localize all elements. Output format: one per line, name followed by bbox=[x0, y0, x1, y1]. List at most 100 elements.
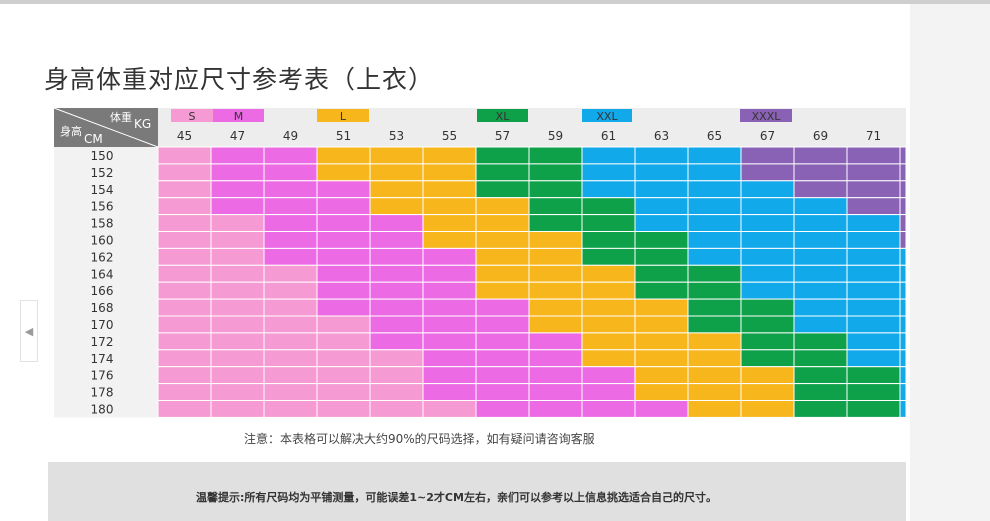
corner-height-unit: CM bbox=[84, 132, 103, 146]
size-cell bbox=[316, 366, 371, 385]
size-cell bbox=[210, 383, 265, 402]
size-cell bbox=[581, 400, 636, 418]
size-cell bbox=[793, 281, 848, 300]
chevron-left-icon: ◀ bbox=[24, 324, 34, 338]
size-cell bbox=[528, 180, 583, 199]
size-cell bbox=[581, 349, 636, 368]
size-cell bbox=[740, 231, 795, 249]
size-cell bbox=[687, 366, 742, 385]
size-cell bbox=[740, 163, 795, 182]
size-cell bbox=[634, 231, 689, 249]
height-label: 158 bbox=[91, 217, 114, 231]
weight-label: 49 bbox=[283, 129, 298, 143]
size-cell bbox=[475, 180, 530, 199]
size-cell bbox=[369, 231, 424, 249]
size-cell bbox=[687, 298, 742, 317]
size-cell bbox=[369, 281, 424, 300]
size-cell bbox=[528, 332, 583, 351]
size-cell bbox=[687, 349, 742, 368]
size-cell bbox=[263, 298, 318, 317]
size-cell bbox=[793, 315, 848, 334]
size-legend-swatch-l bbox=[317, 109, 369, 122]
size-cell bbox=[157, 349, 212, 368]
height-label: 156 bbox=[91, 200, 114, 214]
size-cell bbox=[634, 247, 689, 266]
corner-height-label: 身高 bbox=[60, 124, 82, 138]
size-cell bbox=[740, 197, 795, 216]
size-cell bbox=[475, 332, 530, 351]
height-label: 160 bbox=[91, 234, 114, 248]
size-cell bbox=[157, 332, 212, 351]
height-label: 176 bbox=[91, 369, 114, 383]
size-cell bbox=[581, 315, 636, 334]
size-cell bbox=[634, 197, 689, 216]
weight-label: 45 bbox=[177, 129, 192, 143]
prev-arrow-button[interactable]: ◀ bbox=[20, 300, 38, 362]
size-cell bbox=[740, 264, 795, 283]
height-label: 154 bbox=[91, 183, 114, 197]
size-cell bbox=[316, 247, 371, 266]
size-cell bbox=[846, 383, 901, 402]
size-cell bbox=[793, 366, 848, 385]
size-cell bbox=[316, 231, 371, 249]
height-label: 172 bbox=[91, 335, 114, 349]
weight-label: 63 bbox=[654, 129, 669, 143]
size-cell bbox=[316, 197, 371, 216]
size-cell bbox=[263, 264, 318, 283]
weight-label: 53 bbox=[389, 129, 404, 143]
size-cell bbox=[581, 214, 636, 233]
size-cell bbox=[263, 214, 318, 233]
size-cell bbox=[157, 264, 212, 283]
note-text: 注意：本表格可以解决大约90%的尺码选择，如有疑问请咨询客服 bbox=[244, 432, 595, 446]
size-cell bbox=[422, 247, 477, 266]
size-cell bbox=[475, 400, 530, 418]
size-cell bbox=[687, 332, 742, 351]
size-cell bbox=[899, 332, 907, 351]
size-legend-swatch-m bbox=[213, 109, 264, 122]
size-cell bbox=[846, 247, 901, 266]
tip-text: 温馨提示:所有尺码均为平铺测量，可能误差1~2才CM左右，亲们可以参考以上信息挑… bbox=[196, 491, 717, 504]
size-cell bbox=[740, 298, 795, 317]
size-cell bbox=[581, 146, 636, 165]
corner-weight-label: 体重 bbox=[110, 110, 132, 124]
size-cell bbox=[528, 197, 583, 216]
size-cell bbox=[369, 332, 424, 351]
size-cell bbox=[263, 197, 318, 216]
size-cell bbox=[157, 231, 212, 249]
size-cell bbox=[263, 315, 318, 334]
size-cell bbox=[157, 197, 212, 216]
size-cell bbox=[528, 231, 583, 249]
size-cell bbox=[475, 247, 530, 266]
height-label: 170 bbox=[91, 318, 114, 332]
size-cell bbox=[793, 163, 848, 182]
size-cell bbox=[846, 146, 901, 165]
size-cell bbox=[528, 281, 583, 300]
size-cell bbox=[846, 349, 901, 368]
top-band bbox=[0, 0, 990, 4]
size-cell bbox=[316, 264, 371, 283]
size-cell bbox=[846, 298, 901, 317]
size-cell bbox=[528, 400, 583, 418]
size-cell bbox=[899, 366, 907, 385]
weight-label: 47 bbox=[230, 129, 245, 143]
size-cell bbox=[899, 264, 907, 283]
size-cell bbox=[475, 349, 530, 368]
size-cell bbox=[475, 281, 530, 300]
size-cell bbox=[157, 214, 212, 233]
size-cell bbox=[369, 264, 424, 283]
size-cell bbox=[210, 231, 265, 249]
weight-label: 71 bbox=[866, 129, 881, 143]
size-cell bbox=[157, 163, 212, 182]
size-cell bbox=[634, 163, 689, 182]
size-cell bbox=[634, 214, 689, 233]
size-cell bbox=[369, 315, 424, 334]
size-cell bbox=[899, 383, 907, 402]
weight-label: 67 bbox=[760, 129, 775, 143]
size-cell bbox=[687, 315, 742, 334]
height-label: 178 bbox=[91, 386, 114, 400]
size-cell bbox=[687, 197, 742, 216]
size-cell bbox=[369, 146, 424, 165]
size-cell bbox=[740, 332, 795, 351]
size-cell bbox=[899, 298, 907, 317]
